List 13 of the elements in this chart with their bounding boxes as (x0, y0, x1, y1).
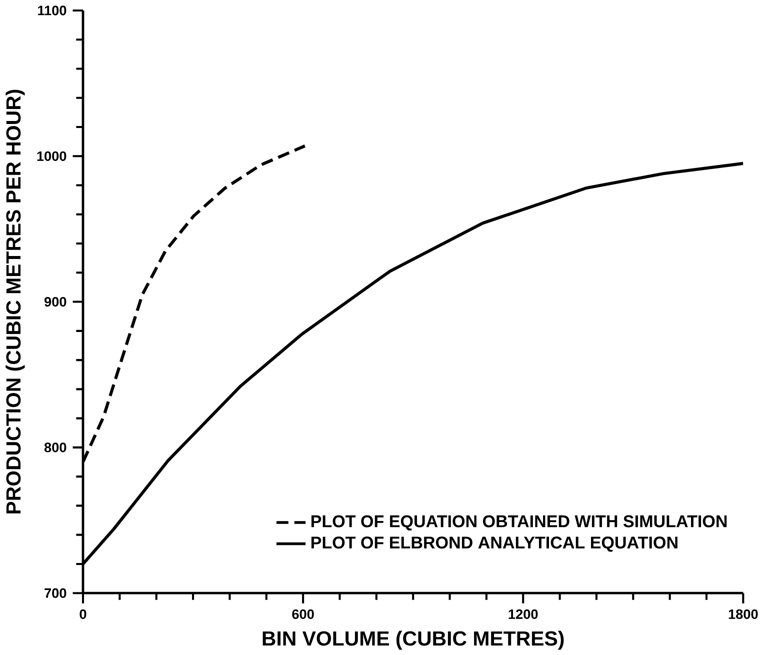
y-tick-label: 800 (44, 442, 66, 452)
x-tick-label: 1800 (728, 609, 758, 619)
y-axis-title: PRODUCTION (CUBIC METRES PER HOUR) (6, 90, 25, 514)
y-tick-label: 1000 (37, 151, 66, 161)
x-axis-title: BIN VOLUME (CUBIC METRES) (262, 630, 564, 650)
y-tick-label: 900 (44, 296, 66, 306)
y-tick-label: 700 (44, 588, 66, 598)
x-tick-label: 0 (80, 609, 86, 619)
x-tick-label: 1200 (508, 609, 538, 619)
legend-label: PLOT OF EQUATION OBTAINED WITH SIMULATION (311, 515, 727, 530)
y-tick-label: 1100 (38, 5, 66, 16)
legend-label: PLOT OF ELBROND ANALYTICAL EQUATION (311, 536, 678, 552)
x-tick-label: 600 (292, 609, 314, 619)
